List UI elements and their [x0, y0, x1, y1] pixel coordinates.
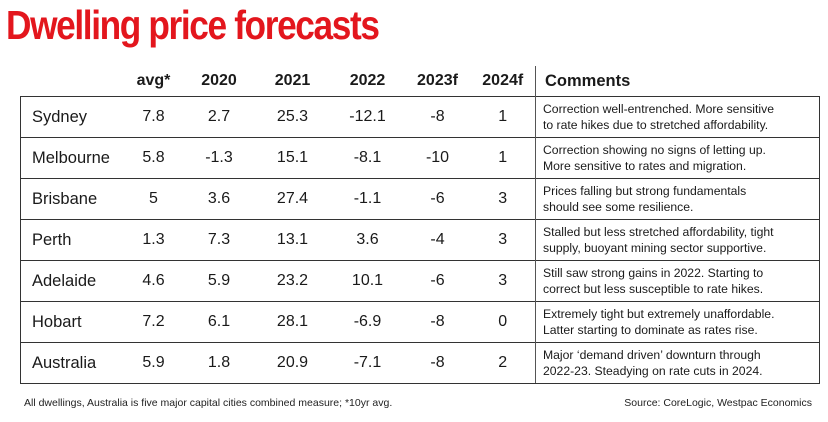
value-2023f: -8: [404, 301, 471, 343]
table-row: Brisbane 5 3.6 27.4 -1.1 -6 3 Prices fal…: [20, 178, 820, 220]
table-row: Melbourne 5.8 -1.3 15.1 -8.1 -10 1 Corre…: [20, 137, 820, 179]
value-2022: 10.1: [330, 260, 405, 302]
value-2021: 23.2: [254, 260, 331, 302]
value-2024f: 1: [470, 96, 536, 138]
avg-value: 5.9: [123, 342, 184, 384]
comment-line: More sensitive to rates and migration.: [543, 159, 747, 173]
value-2023f: -10: [404, 137, 471, 179]
avg-value: 5: [123, 178, 184, 220]
source-note: Source: CoreLogic, Westpac Economics: [624, 397, 812, 409]
value-2023f: -8: [404, 96, 471, 138]
comment-line: Still saw strong gains in 2022. Starting…: [543, 266, 764, 280]
value-2022: -1.1: [330, 178, 405, 220]
value-2021: 15.1: [254, 137, 331, 179]
comment-line: 2022-23. Steadying on rate cuts in 2024.: [543, 364, 763, 378]
value-2024f: 2: [470, 342, 536, 384]
value-2022: 3.6: [330, 219, 405, 261]
value-2023f: -6: [404, 178, 471, 220]
value-2024f: 1: [470, 137, 536, 179]
avg-value: 4.6: [123, 260, 184, 302]
city-name: Sydney: [20, 96, 124, 138]
value-2020: 1.8: [183, 342, 255, 384]
header-comments: Comments: [535, 66, 820, 97]
header-2022: 2022: [349, 72, 386, 89]
value-2023f: -6: [404, 260, 471, 302]
comment-line: Latter starting to dominate as rates ris…: [543, 323, 758, 337]
comment: Still saw strong gains in 2022. Starting…: [535, 260, 820, 302]
value-2020: 7.3: [183, 219, 255, 261]
value-2020: 6.1: [183, 301, 255, 343]
comment-line: Correction well-entrenched. More sensiti…: [543, 102, 774, 116]
avg-value: 1.3: [123, 219, 184, 261]
value-2023f: -8: [404, 342, 471, 384]
value-2021: 28.1: [254, 301, 331, 343]
comment: Prices falling but strong fundamentals sh…: [535, 178, 820, 220]
value-2021: 13.1: [254, 219, 331, 261]
comment: Stalled but less stretched affordability…: [535, 219, 820, 261]
value-2021: 27.4: [254, 178, 331, 220]
comment-line: Prices falling but strong fundamentals: [543, 184, 747, 198]
header-2023f: 2023f: [417, 72, 458, 89]
table-row: Perth 1.3 7.3 13.1 3.6 -4 3 Stalled but …: [20, 219, 820, 261]
footnote: All dwellings, Australia is five major c…: [24, 397, 393, 409]
header-row: avg* 2020 2021 2022 2023f 2024f Comments: [21, 66, 820, 97]
comment-line: Major ‘demand driven’ downturn through: [543, 348, 761, 362]
table-row: Australia 5.9 1.8 20.9 -7.1 -8 2 Major ‘…: [20, 342, 820, 384]
comment-line: supply, buoyant mining sector supportive…: [543, 241, 767, 255]
value-2020: 5.9: [183, 260, 255, 302]
value-2022: -6.9: [330, 301, 405, 343]
city-name: Melbourne: [20, 137, 124, 179]
comment-line: Stalled but less stretched affordability…: [543, 225, 774, 239]
city-name: Australia: [20, 342, 124, 384]
value-2022: -7.1: [330, 342, 405, 384]
table-row: Sydney 7.8 2.7 25.3 -12.1 -8 1 Correctio…: [20, 96, 820, 138]
comment: Correction showing no signs of letting u…: [535, 137, 820, 179]
comment: Major ‘demand driven’ downturn through 20…: [535, 342, 820, 384]
table-row: Hobart 7.2 6.1 28.1 -6.9 -8 0 Extremely …: [20, 301, 820, 343]
forecast-table: avg* 2020 2021 2022 2023f 2024f Comments…: [20, 66, 820, 384]
value-2024f: 3: [470, 219, 536, 261]
value-2023f: -4: [404, 219, 471, 261]
value-2020: -1.3: [183, 137, 255, 179]
value-2022: -8.1: [330, 137, 405, 179]
comment-line: should see some resilience.: [543, 200, 694, 214]
value-2022: -12.1: [330, 96, 405, 138]
header-2024f: 2024f: [482, 72, 524, 89]
city-name: Hobart: [20, 301, 124, 343]
value-2021: 20.9: [254, 342, 331, 384]
city-name: Perth: [20, 219, 124, 261]
header-2021: 2021: [274, 72, 311, 89]
city-name: Brisbane: [20, 178, 124, 220]
table-row: Adelaide 4.6 5.9 23.2 10.1 -6 3 Still sa…: [20, 260, 820, 302]
value-2024f: 3: [470, 260, 536, 302]
header-city: [21, 66, 124, 97]
comment-line: Correction showing no signs of letting u…: [543, 143, 766, 157]
comment-line: to rate hikes due to stretched affordabi…: [543, 118, 769, 132]
header-avg: avg*: [136, 72, 171, 89]
value-2020: 2.7: [183, 96, 255, 138]
avg-value: 7.2: [123, 301, 184, 343]
avg-value: 5.8: [123, 137, 184, 179]
comment-line: correct but less susceptible to rate hik…: [543, 282, 764, 296]
value-2024f: 3: [470, 178, 536, 220]
comment-line: Extremely tight but extremely unaffordab…: [543, 307, 775, 321]
comment: Correction well-entrenched. More sensiti…: [535, 96, 820, 138]
city-name: Adelaide: [20, 260, 124, 302]
value-2020: 3.6: [183, 178, 255, 220]
value-2024f: 0: [470, 301, 536, 343]
header-2020: 2020: [201, 72, 237, 89]
comment: Extremely tight but extremely unaffordab…: [535, 301, 820, 343]
value-2021: 25.3: [254, 96, 331, 138]
page-title: Dwelling price forecasts: [6, 2, 380, 48]
avg-value: 7.8: [123, 96, 184, 138]
